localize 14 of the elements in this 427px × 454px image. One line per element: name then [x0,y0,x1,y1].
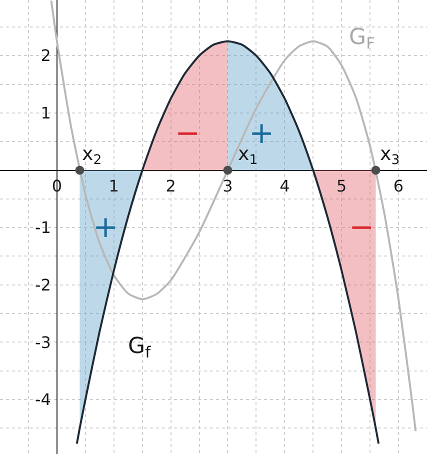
annotation: x$_{2}$ [82,143,102,168]
y-tick-label: -1 [34,218,51,238]
line-series [50,0,417,432]
y-tick-label: 2 [40,46,51,66]
y-tick-label: -4 [34,390,51,410]
y-tick-label: 1 [40,104,51,123]
x-tick-label: 4 [280,176,290,196]
y-tick-label: -2 [34,276,51,294]
y-tick-label: -3 [34,332,51,352]
x-tick-label: 6 [393,176,404,196]
annotation: x$_{3}$ [380,143,400,168]
x-tick-label: 3 [222,176,233,196]
x-tick-label: 2 [166,176,176,196]
annotation: G$_{F}$ [349,25,375,53]
